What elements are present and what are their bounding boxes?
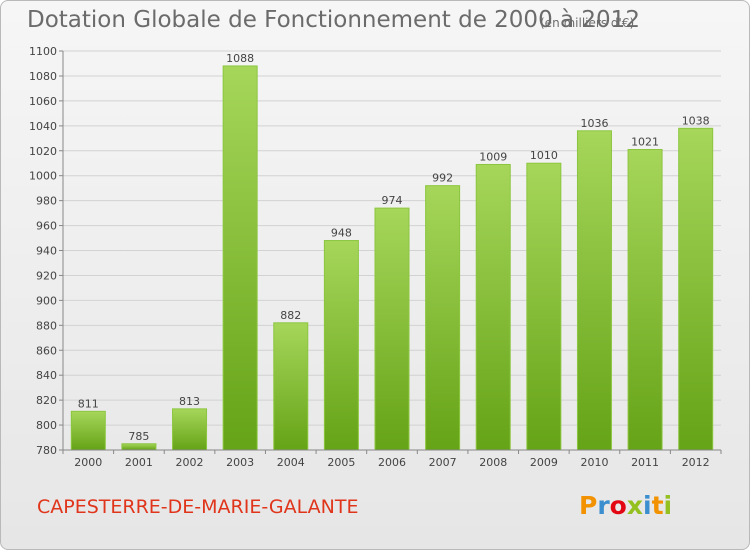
bar-2008 [475, 163, 511, 451]
y-tick-label: 900 [36, 294, 57, 307]
x-tick-label: 2006 [378, 456, 406, 469]
logo-letter: r [597, 491, 610, 520]
x-tick-label: 2011 [631, 456, 659, 469]
bar-2004 [273, 322, 309, 451]
x-tick-label: 2007 [429, 456, 457, 469]
value-label: 974 [382, 194, 403, 207]
logo-letter: o [609, 491, 627, 520]
value-label: 948 [331, 227, 352, 240]
y-tick-label: 840 [36, 369, 57, 382]
y-tick-label: 800 [36, 419, 57, 432]
value-label: 1009 [479, 150, 507, 163]
y-tick-label: 820 [36, 394, 57, 407]
y-tick-label: 1040 [29, 120, 57, 133]
x-tick-label: 2004 [277, 456, 305, 469]
y-tick-label: 860 [36, 344, 57, 357]
chart-subtitle: (en milliers d'€) [540, 16, 635, 30]
value-label: 1038 [682, 114, 710, 127]
value-label: 811 [78, 397, 99, 410]
value-label: 1010 [530, 149, 558, 162]
bar-2002 [172, 408, 208, 451]
x-tick-label: 2012 [682, 456, 710, 469]
bar-2009 [526, 162, 562, 451]
logo-letter: i [663, 491, 673, 520]
bar-2012 [678, 127, 714, 451]
logo-letter: t [651, 491, 664, 520]
y-tick-label: 1100 [29, 45, 57, 58]
chart-title: Dotation Globale de Fonctionnement de 20… [27, 7, 640, 33]
commune-name: CAPESTERRE-DE-MARIE-GALANTE [37, 496, 359, 518]
y-tick-label: 780 [36, 444, 57, 457]
y-tick-label: 1000 [29, 170, 57, 183]
bar-2010 [576, 130, 612, 451]
value-label: 992 [432, 172, 453, 185]
logo-letter: P [579, 491, 598, 520]
value-label: 813 [179, 395, 200, 408]
bar-2000 [70, 410, 106, 451]
y-tick-label: 920 [36, 269, 57, 282]
bar-2007 [425, 185, 461, 451]
x-tick-label: 2000 [74, 456, 102, 469]
value-label: 1021 [631, 136, 659, 149]
bar-2001 [121, 443, 157, 451]
x-tick-label: 2001 [125, 456, 153, 469]
proxiti-logo[interactable]: Proxiti [579, 491, 672, 520]
y-tick-label: 980 [36, 195, 57, 208]
logo-letter: i [643, 491, 652, 520]
x-tick-label: 2002 [176, 456, 204, 469]
value-label: 1088 [226, 52, 254, 65]
y-tick-label: 1060 [29, 95, 57, 108]
y-tick-label: 960 [36, 220, 57, 233]
y-tick-label: 880 [36, 319, 57, 332]
y-tick-label: 1020 [29, 145, 57, 158]
value-label: 882 [280, 309, 301, 322]
bar-2005 [323, 240, 359, 451]
x-tick-label: 2009 [530, 456, 558, 469]
logo-letter: x [626, 491, 643, 520]
x-tick-label: 2005 [327, 456, 355, 469]
value-label: 1036 [580, 117, 608, 130]
value-label: 785 [128, 430, 149, 443]
x-tick-label: 2010 [580, 456, 608, 469]
bar-2011 [627, 149, 663, 451]
bar-2006 [374, 207, 410, 451]
y-tick-label: 1080 [29, 70, 57, 83]
y-tick-label: 940 [36, 245, 57, 258]
x-tick-label: 2003 [226, 456, 254, 469]
x-tick-label: 2008 [479, 456, 507, 469]
bar-2003 [222, 65, 258, 451]
